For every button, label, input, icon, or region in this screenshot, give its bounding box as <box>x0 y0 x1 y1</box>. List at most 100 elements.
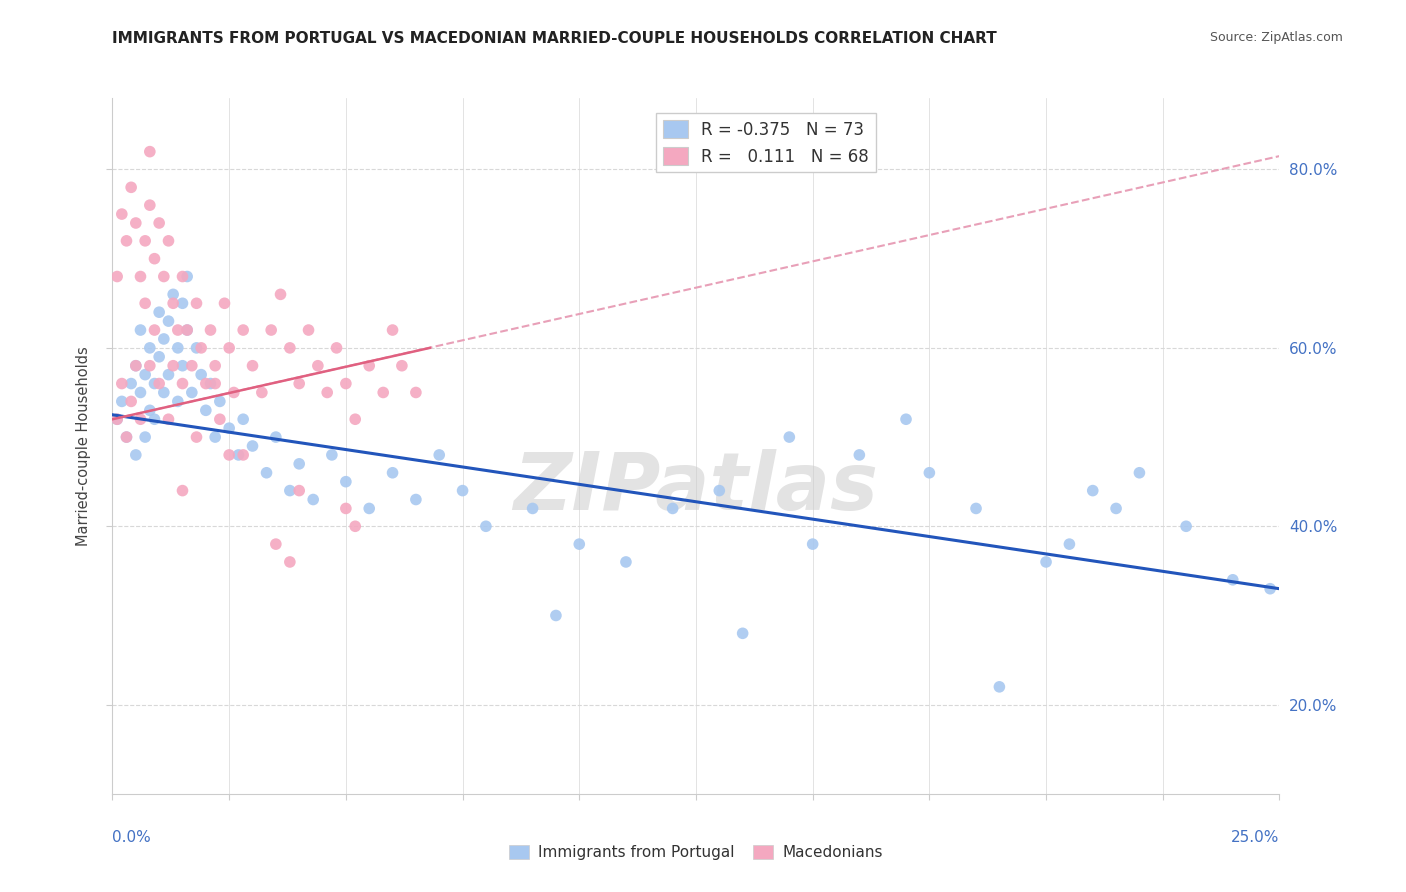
Point <box>115 430 138 444</box>
Point <box>316 385 339 400</box>
Point <box>260 323 283 337</box>
Point <box>172 483 194 498</box>
Point <box>125 448 148 462</box>
Point <box>180 359 202 373</box>
Point <box>148 216 170 230</box>
Point <box>965 501 987 516</box>
Point <box>427 448 450 462</box>
Point <box>172 269 194 284</box>
Point <box>134 234 156 248</box>
Point <box>218 448 240 462</box>
Point <box>373 385 395 400</box>
Point <box>186 296 208 310</box>
Point <box>129 269 152 284</box>
Point <box>222 385 245 400</box>
Point <box>614 555 637 569</box>
Point <box>162 296 184 310</box>
Point <box>988 680 1011 694</box>
Point <box>143 376 166 391</box>
Point <box>731 626 754 640</box>
Point <box>344 519 367 533</box>
Y-axis label: Married-couple Households: Married-couple Households <box>76 346 91 546</box>
Point <box>297 323 319 337</box>
Point <box>359 359 381 373</box>
Point <box>139 145 162 159</box>
Text: 25.0%: 25.0% <box>1232 830 1279 845</box>
Point <box>661 501 683 516</box>
Point <box>143 412 166 426</box>
Point <box>242 359 264 373</box>
Point <box>288 457 311 471</box>
Text: IMMIGRANTS FROM PORTUGAL VS MACEDONIAN MARRIED-COUPLE HOUSEHOLDS CORRELATION CHA: IMMIGRANTS FROM PORTUGAL VS MACEDONIAN M… <box>112 31 997 46</box>
Point <box>321 448 343 462</box>
Point <box>709 483 731 498</box>
Text: 0.0%: 0.0% <box>112 830 152 845</box>
Point <box>176 323 198 337</box>
Point <box>250 385 273 400</box>
Point <box>204 359 226 373</box>
Point <box>405 385 427 400</box>
Point <box>218 421 240 435</box>
Point <box>302 492 325 507</box>
Point <box>242 439 264 453</box>
Point <box>335 475 357 489</box>
Point <box>134 296 156 310</box>
Point <box>522 501 544 516</box>
Point <box>166 323 188 337</box>
Point <box>778 430 800 444</box>
Point <box>125 359 148 373</box>
Point <box>115 430 138 444</box>
Point <box>115 234 138 248</box>
Point <box>568 537 591 551</box>
Point <box>288 376 311 391</box>
Point <box>1128 466 1150 480</box>
Point <box>134 430 156 444</box>
Point <box>134 368 156 382</box>
Point <box>139 359 162 373</box>
Text: ZIPatlas: ZIPatlas <box>513 449 879 527</box>
Point <box>129 323 152 337</box>
Point <box>218 341 240 355</box>
Point <box>120 376 142 391</box>
Point <box>180 385 202 400</box>
Point <box>228 448 250 462</box>
Point <box>157 368 180 382</box>
Point <box>153 332 176 346</box>
Point <box>111 207 134 221</box>
Point <box>148 305 170 319</box>
Point <box>256 466 278 480</box>
Point <box>232 323 254 337</box>
Point <box>139 198 162 212</box>
Point <box>190 368 212 382</box>
Point <box>125 216 148 230</box>
Point <box>894 412 917 426</box>
Point <box>157 314 180 328</box>
Point <box>190 341 212 355</box>
Point <box>335 376 357 391</box>
Point <box>105 412 128 426</box>
Point <box>848 448 870 462</box>
Point <box>1081 483 1104 498</box>
Point <box>120 180 142 194</box>
Point <box>172 296 194 310</box>
Point <box>172 359 194 373</box>
Point <box>1222 573 1244 587</box>
Point <box>129 385 152 400</box>
Point <box>148 350 170 364</box>
Point <box>186 341 208 355</box>
Point <box>176 269 198 284</box>
Point <box>157 234 180 248</box>
Point <box>278 555 301 569</box>
Point <box>166 394 188 409</box>
Point <box>204 430 226 444</box>
Point <box>278 483 301 498</box>
Point <box>186 430 208 444</box>
Point <box>264 430 287 444</box>
Point <box>105 412 128 426</box>
Point <box>391 359 413 373</box>
Point <box>451 483 474 498</box>
Point <box>111 376 134 391</box>
Point <box>129 412 152 426</box>
Point <box>475 519 498 533</box>
Point <box>157 412 180 426</box>
